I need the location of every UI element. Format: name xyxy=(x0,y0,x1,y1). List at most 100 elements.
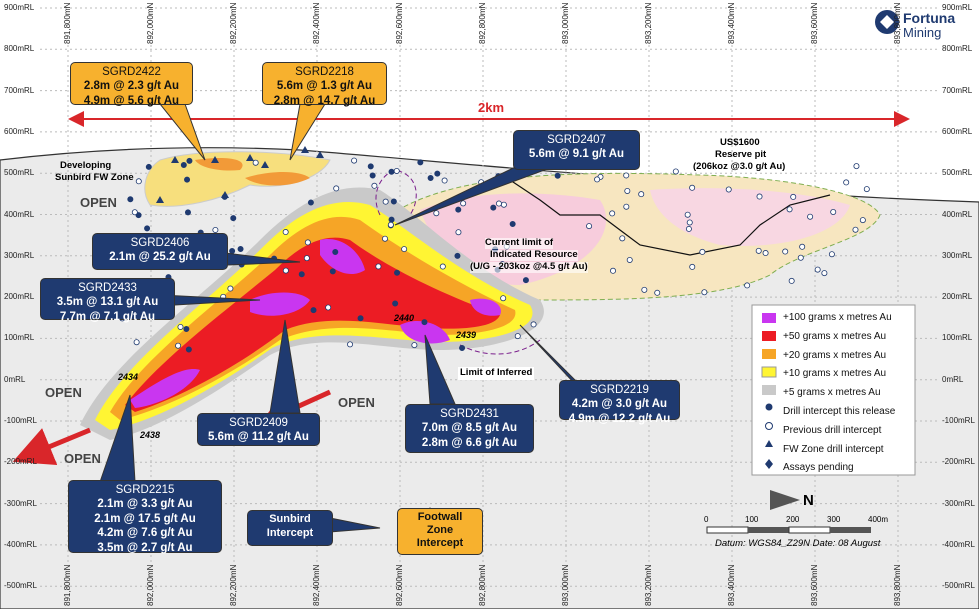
drill-point xyxy=(427,175,434,182)
callout-line: 4.2m @ 7.6 g/t Au xyxy=(97,527,193,540)
drill-point xyxy=(701,289,708,296)
callout-line: 5.6m @ 1.3 g/t Au xyxy=(276,80,373,93)
drill-point xyxy=(609,210,616,217)
northing-label: 893,600mN xyxy=(810,564,819,606)
elevation-label: 700mRL xyxy=(942,85,973,95)
drill-point xyxy=(303,255,310,262)
drill-point xyxy=(756,193,763,200)
drill-point xyxy=(387,221,394,228)
fw-zone xyxy=(144,151,331,207)
drill-point xyxy=(434,170,441,177)
callout: SGRD2433 3.5m @ 13.1 g/t Au 7.7m @ 7.1 g/t… xyxy=(40,278,175,323)
drill-point xyxy=(307,199,314,206)
drill-point xyxy=(237,245,244,252)
drill-point xyxy=(185,346,192,353)
northing-label: 893,800mN xyxy=(893,2,902,44)
hole-label: 2439 xyxy=(456,330,477,340)
logo-name: Fortuna xyxy=(903,10,956,26)
drill-point xyxy=(417,159,424,166)
callout: SGRD2218 5.6m @ 1.3 g/t Au 2.8m @ 14.7 g/t… xyxy=(262,62,387,107)
inferred-limit xyxy=(459,339,541,355)
callout-line: 7.0m @ 8.5 g/t Au xyxy=(421,422,518,435)
callout-line: 2.1m @ 25.2 g/t Au xyxy=(109,251,211,264)
elevation-label: -200mRL xyxy=(4,457,37,467)
callout-line: 2.8m @ 2.3 g/t Au xyxy=(83,80,180,93)
drill-point xyxy=(786,206,793,213)
callout-id: SGRD2406 xyxy=(130,237,190,249)
elevation-label: -400mRL xyxy=(4,539,37,549)
northing-label: 893,400mN xyxy=(727,2,736,44)
drill-point xyxy=(744,282,751,289)
callout-line: 3.5m @ 2.7 g/t Au xyxy=(97,541,193,554)
legend xyxy=(751,304,916,476)
drill-point xyxy=(252,159,259,166)
northing-label: 893,800mN xyxy=(893,564,902,606)
open-label: OPEN xyxy=(80,195,117,210)
drill-point xyxy=(133,339,140,346)
drill-point xyxy=(325,304,332,311)
drill-point xyxy=(135,178,142,185)
drill-point xyxy=(388,168,395,175)
drill-point xyxy=(347,341,354,348)
legend-label: Previous drill intercept xyxy=(783,424,882,436)
drill-point xyxy=(500,201,507,208)
drill-point xyxy=(212,226,219,233)
drill-point xyxy=(390,198,397,205)
drill-point xyxy=(522,277,529,284)
callout-id: SGRD2409 xyxy=(229,417,288,429)
northing-label: 892,400mN xyxy=(312,564,321,606)
northing-label: 892,800mN xyxy=(478,2,487,44)
northing-label: 893,200mN xyxy=(644,2,653,44)
drill-point xyxy=(177,323,184,330)
drill-point xyxy=(229,248,236,255)
drill-point xyxy=(230,215,237,222)
elevation-label: 800mRL xyxy=(4,44,35,54)
elevation-label: 400mRL xyxy=(4,209,35,219)
drill-point xyxy=(131,209,138,216)
northing-label: 893,000mN xyxy=(561,2,570,44)
northing-label: 893,200mN xyxy=(644,564,653,606)
northing-label: 891,800mN xyxy=(63,564,72,606)
drill-point xyxy=(332,248,339,255)
north-arrow xyxy=(770,490,800,510)
drill-point xyxy=(310,307,317,314)
fw-zone-label: Developing xyxy=(60,160,112,171)
fw-point xyxy=(221,191,229,198)
drill-point xyxy=(586,223,593,230)
drill-point xyxy=(298,271,305,278)
drill-point xyxy=(830,208,837,215)
elevation-label: 500mRL xyxy=(4,168,35,178)
callout: SGRD2407 5.6m @ 9.1 g/t Au xyxy=(513,130,640,170)
drill-point xyxy=(788,277,795,284)
drill-point xyxy=(183,325,190,332)
scale-label: 400m xyxy=(868,515,889,524)
drill-point xyxy=(282,267,289,274)
elevation-label: -100mRL xyxy=(4,416,37,425)
drill-point xyxy=(689,184,696,191)
elevation-label: 100mRL xyxy=(942,333,973,343)
scale-bar xyxy=(706,526,871,534)
legend-label: +5 grams x metres Au xyxy=(783,387,881,399)
open-label: OPEN xyxy=(45,385,82,400)
drill-point xyxy=(394,269,401,276)
scale-label: 100 xyxy=(745,515,759,524)
drill-point xyxy=(821,270,828,277)
callout: SGRD2219 4.2m @ 3.0 g/t Au 4.9m @ 12.2 g/t… xyxy=(559,380,680,425)
elevation-label: 500mRL xyxy=(942,168,973,178)
drill-point xyxy=(333,185,340,192)
distance-label: 2km xyxy=(478,100,505,115)
northing-label: 893,000mN xyxy=(561,564,570,606)
drill-point xyxy=(623,172,630,179)
fw-zone-high xyxy=(195,158,310,186)
zone-50 xyxy=(125,237,500,412)
hole-label: 2440 xyxy=(394,313,415,323)
callout: SGRD2422 2.8m @ 2.3 g/t Au 4.9m @ 5.6 g/t … xyxy=(70,62,193,107)
drill-point xyxy=(594,176,601,183)
callout: SGRD2409 5.6m @ 11.2 g/t Au xyxy=(197,413,320,446)
drill-point xyxy=(699,248,706,255)
inferred-limit xyxy=(375,169,417,216)
indicated-label: Indicated Resource xyxy=(490,249,578,261)
drill-point xyxy=(454,252,461,259)
legend-label: Drill intercept this release xyxy=(783,406,896,417)
drill-point xyxy=(367,163,374,170)
